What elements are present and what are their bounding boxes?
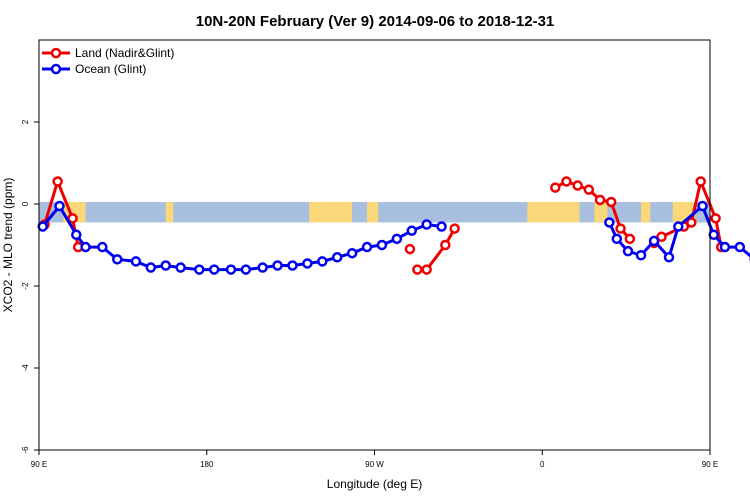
data-point: [686, 217, 697, 228]
x-tick-label: 90 W: [365, 460, 384, 469]
y-tick-label: 2: [21, 119, 30, 124]
data-point: [697, 200, 708, 212]
y-axis: -6 -4 -2 0 2: [21, 119, 39, 454]
x-tick-label: 0: [540, 460, 545, 469]
x-tick-label: 90 E: [31, 460, 47, 469]
legend-marker: [50, 63, 62, 75]
legend-marker: [50, 47, 62, 59]
y-tick-label: -4: [21, 364, 30, 372]
data-point: [257, 262, 268, 273]
land-region: [594, 201, 608, 223]
y-axis-label: XCO2 - MLO trend (ppm): [1, 178, 15, 313]
data-point: [112, 254, 123, 265]
data-point: [391, 233, 403, 245]
chart-title: 10N-20N February (Ver 9) 2014-09-06 to 2…: [196, 13, 555, 30]
series-line: [417, 227, 456, 272]
land-region: [641, 201, 651, 223]
data-point: [624, 233, 636, 245]
data-point: [287, 260, 298, 271]
data-point: [561, 176, 572, 187]
data-point: [421, 264, 432, 275]
data-point: [449, 223, 460, 234]
data-point: [71, 229, 82, 240]
data-point: [331, 252, 343, 263]
data-point: [572, 180, 583, 191]
data-point: [225, 264, 237, 275]
data-point: [404, 243, 416, 255]
data-point: [194, 264, 205, 275]
data-point: [615, 223, 626, 234]
data-point: [240, 264, 252, 275]
data-point: [635, 250, 647, 261]
y-tick-label: 0: [21, 201, 30, 206]
data-point: [710, 213, 721, 224]
series-1: [37, 200, 750, 275]
data-point: [346, 247, 358, 259]
data-point: [67, 213, 78, 224]
data-point: [37, 221, 48, 232]
series-0: [39, 176, 727, 275]
series-layer: [37, 176, 750, 275]
data-point: [52, 176, 63, 187]
legend: Land (Nadir&Glint) Ocean (Glint): [42, 46, 174, 76]
legend-entry: Ocean (Glint): [75, 62, 146, 76]
data-point: [302, 258, 313, 269]
data-point: [604, 217, 615, 228]
land-region: [309, 201, 353, 223]
land-region: [527, 201, 580, 223]
x-axis-label: Longitude (deg E): [327, 477, 422, 491]
land-region: [165, 201, 174, 223]
data-point: [175, 262, 186, 273]
data-point: [361, 241, 373, 253]
data-point: [708, 229, 719, 240]
data-point: [80, 241, 91, 253]
data-point: [160, 260, 171, 271]
data-point: [594, 194, 606, 206]
data-point: [583, 184, 595, 195]
data-point: [622, 245, 634, 257]
data-point: [406, 225, 418, 236]
data-point: [54, 200, 65, 212]
data-point: [734, 241, 746, 253]
data-point: [695, 176, 706, 187]
data-point: [421, 219, 432, 230]
data-point: [436, 221, 447, 232]
data-point: [97, 241, 108, 253]
data-point: [656, 231, 667, 243]
data-point: [648, 235, 660, 247]
data-point: [272, 260, 283, 271]
data-point: [145, 262, 157, 273]
data-point: [611, 233, 623, 245]
data-point: [673, 221, 684, 232]
data-point: [317, 256, 328, 267]
data-point: [376, 239, 388, 251]
data-point: [412, 264, 423, 275]
data-point: [130, 256, 142, 267]
data-point: [663, 252, 675, 263]
x-axis: 90 E 180 90 W 0 90 E: [31, 450, 718, 469]
y-tick-label: -2: [21, 282, 30, 290]
land-region: [367, 201, 379, 223]
legend-entry: Land (Nadir&Glint): [75, 46, 174, 60]
y-tick-label: -6: [21, 446, 30, 454]
data-point: [605, 196, 617, 208]
map-band: [39, 201, 710, 223]
x-tick-label: 180: [200, 460, 214, 469]
data-point: [550, 182, 561, 193]
x-tick-label: 90 E: [702, 460, 718, 469]
data-point: [719, 241, 731, 253]
data-point: [208, 264, 220, 275]
data-point: [440, 239, 451, 251]
